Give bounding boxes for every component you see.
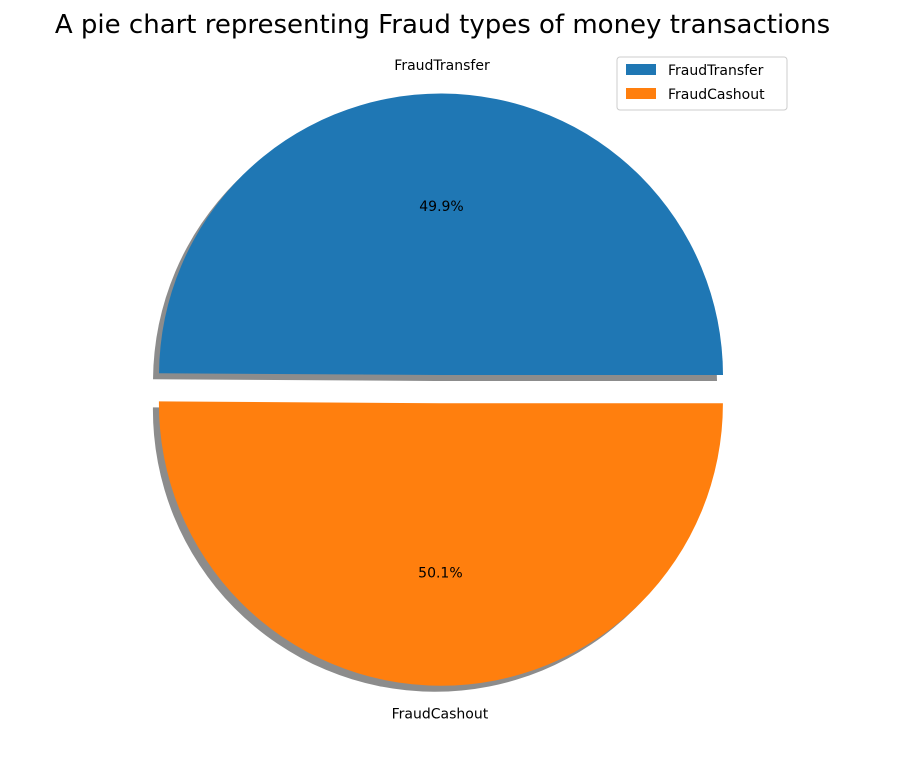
pie-slice-fraudtransfer <box>159 93 723 375</box>
slice-label-fraudcashout: FraudCashout <box>392 706 489 722</box>
legend-swatch-fraudtransfer <box>626 64 656 75</box>
slice-percent-fraudcashout: 50.1% <box>418 565 462 581</box>
slice-label-fraudtransfer: FraudTransfer <box>394 58 490 74</box>
legend-label-fraudtransfer: FraudTransfer <box>668 63 764 79</box>
chart-title: A pie chart representing Fraud types of … <box>54 10 831 40</box>
labels-layer: FraudTransfer 49.9% FraudCashout 50.1% <box>392 58 490 723</box>
legend-frame <box>616 56 788 111</box>
legend-label-fraudcashout: FraudCashout <box>668 87 765 103</box>
legend-swatch-fraudcashout <box>626 88 656 99</box>
legend: FraudTransfer FraudCashout <box>616 56 788 111</box>
slices-layer <box>158 93 723 686</box>
slice-percent-fraudtransfer: 49.9% <box>419 199 463 215</box>
pie-slice-fraudcashout <box>158 401 723 686</box>
